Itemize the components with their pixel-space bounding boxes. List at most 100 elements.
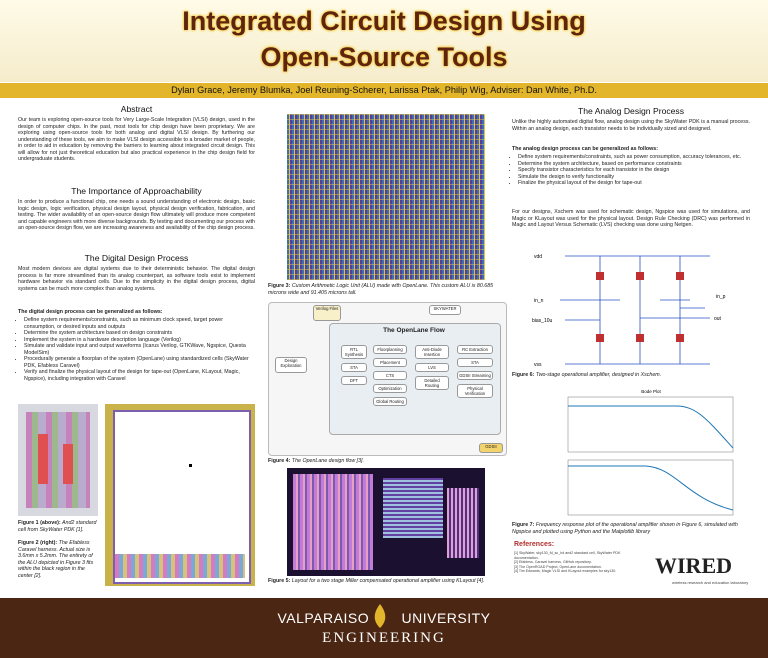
emblem — [374, 604, 386, 628]
list-item: Determine the system architecture, based… — [518, 161, 750, 168]
plot-title: Bode Plot — [641, 389, 661, 394]
list-heading: The analog design process can be general… — [512, 146, 658, 152]
node-label: in_n — [534, 298, 544, 304]
flow-box: GDSII Streaming — [457, 371, 493, 380]
reference: [3] The OpenROAD Project, OpenLane docum… — [514, 564, 602, 569]
flow-box: Floorplanning — [373, 345, 407, 354]
list-item: Verify and finalize the physical layout … — [24, 369, 255, 382]
caption: Figure 5: Layout for a two stage Miller … — [268, 578, 505, 585]
heading: The Analog Design Process — [577, 106, 685, 116]
list: Define system requirements/constraints, … — [18, 317, 255, 382]
caption-label: Figure 6: — [512, 372, 535, 378]
reference: [4] Tim Edwards, Magic VLSI and KLayout … — [514, 569, 617, 574]
flow-box: Detailed Routing — [415, 376, 449, 390]
flow-box: Design Exploration — [275, 357, 307, 373]
list-item: Specify transistor characteristics for e… — [518, 167, 750, 174]
caption: Figure 2 (right): The Efabless Caravel h… — [18, 540, 100, 579]
flow-diagram: The OpenLane Flow Verilog Files SKYWATER… — [268, 302, 507, 456]
bode-plot: Bode Plot — [567, 389, 734, 516]
logo-tagline: wireless research and education laborato… — [672, 580, 749, 585]
caption-text: The OpenLane design flow [3]. — [291, 458, 365, 464]
reference: [2] Efabless, Caravel harness, GitHub re… — [514, 560, 592, 565]
node-label: vdd — [534, 254, 542, 260]
list-item: Simulate the design to verify functional… — [518, 174, 750, 181]
figure-image — [105, 404, 255, 586]
list-item: Define system requirements/constraints, … — [24, 317, 255, 330]
paragraph: For our designs, Xschem was used for sch… — [512, 209, 750, 228]
title: Integrated Circuit Design Using — [182, 6, 586, 36]
flow-box: Optimization — [373, 384, 407, 393]
node-label: in_p — [716, 294, 726, 300]
caption: Figure 6: Two-stage operational amplifie… — [512, 372, 750, 379]
schematic: vdd in_n in_p bias_10u out vss — [532, 254, 726, 368]
figure-image — [287, 468, 485, 576]
flow-box: CTS — [373, 371, 407, 380]
caption: Figure 7: Frequency response plot of the… — [512, 522, 750, 535]
caption-text: Layout for a two stage Miller compensate… — [291, 578, 485, 584]
flow-box: STA — [341, 363, 367, 372]
heading: The Importance of Approachability — [71, 186, 202, 196]
flow-box: SKYWATER — [429, 305, 461, 315]
paragraph: In order to produce a functional chip, o… — [18, 199, 255, 231]
school: ENGINEERING — [322, 630, 446, 646]
references-heading: References: — [514, 541, 555, 548]
node-label: out — [714, 316, 722, 322]
flow-box: Verilog Files — [313, 305, 341, 321]
caption: Figure 3: Custom Arithmetic Logic Unit (… — [268, 283, 505, 296]
caption: Figure 4: The OpenLane design flow [3]. — [268, 458, 505, 465]
footer — [0, 598, 768, 658]
author-band — [0, 83, 768, 98]
logo: WIRED — [655, 553, 733, 578]
authors: Dylan Grace, Jeremy Blumka, Joel Reuning… — [171, 85, 597, 95]
paragraph: Most modern devices are digital systems … — [18, 266, 255, 292]
caption-text: Custom Arithmetic Logic Unit (ALU) made … — [268, 283, 494, 296]
flow-group: RTL Synthesis STA DFT — [341, 345, 367, 389]
caption-text: Frequency response plot of the operation… — [512, 522, 738, 535]
flow-group: Floorplanning Placement CTS Optimization Glo… — [373, 345, 407, 410]
caption-label: Figure 3: — [268, 283, 291, 289]
caption: Figure 1 (above): And2 standard cell fro… — [18, 520, 100, 533]
list: Define system requirements/constraints, … — [512, 154, 750, 187]
flow-box: Global Routing — [373, 397, 407, 406]
flow-box: LVS — [415, 363, 449, 372]
caption-label: Figure 4: — [268, 458, 291, 464]
list-item: Implement the system in a hardware descr… — [24, 337, 255, 344]
flow-group: RC Extraction STA GDSII Streaming Physical … — [457, 345, 493, 402]
list-item: Simulate and validate input and output w… — [24, 343, 255, 356]
list-heading: The digital design process can be genera… — [18, 309, 163, 315]
title: Open-Source Tools — [260, 42, 508, 72]
flow-box: DFT — [341, 376, 367, 385]
caption-label: Figure 2 (right): — [18, 540, 58, 546]
caption-label: Figure 5: — [268, 578, 291, 584]
flow-box: RC Extraction — [457, 345, 493, 354]
flow-box: STA — [457, 358, 493, 367]
flow-box: Anti-Diode Insertion — [415, 345, 449, 359]
list-item: Finalize the physical layout of the desi… — [518, 180, 750, 187]
caption-text: The Efabless Caravel harness. Actual siz… — [18, 540, 94, 579]
header — [0, 0, 768, 82]
list-item: Procedurally generate a floorplan of the… — [24, 356, 255, 369]
caption-label: Figure 7: — [512, 522, 535, 528]
list-item: Determine the system architecture based … — [24, 330, 255, 337]
flow-group: Anti-Diode Insertion LVS Detailed Routing — [415, 345, 449, 394]
heading: Abstract — [120, 104, 153, 114]
flow-box: RTL Synthesis — [341, 345, 367, 359]
node-label: vss — [534, 362, 542, 368]
flow-title: The OpenLane Flow — [383, 327, 445, 334]
figure-image — [18, 404, 98, 516]
caption-text: Two-stage operational amplifier, designe… — [535, 372, 662, 378]
heading: The Digital Design Process — [84, 253, 189, 263]
university: VALPARAISO UNIVERSITY — [277, 610, 491, 626]
flow-box: Placement — [373, 358, 407, 367]
flow-box: Physical Verification — [457, 384, 493, 398]
figure-image — [287, 114, 485, 280]
paragraph: Unlike the highly automated digital flow… — [512, 119, 750, 132]
flow-box: GDSII — [479, 443, 503, 453]
paragraph: Our team is exploring open-source tools … — [18, 117, 255, 162]
caption-text: And2 standard cell from SkyWater PDK [1]… — [18, 520, 97, 533]
reference: [1] SkyWater, sky130_fd_sc_hd and2 stand… — [514, 551, 621, 560]
node-label: bias_10u — [532, 318, 553, 324]
references: [1] SkyWater, sky130_fd_sc_hd and2 stand… — [514, 551, 644, 574]
list-item: Define system requirements/constraints, … — [518, 154, 750, 161]
